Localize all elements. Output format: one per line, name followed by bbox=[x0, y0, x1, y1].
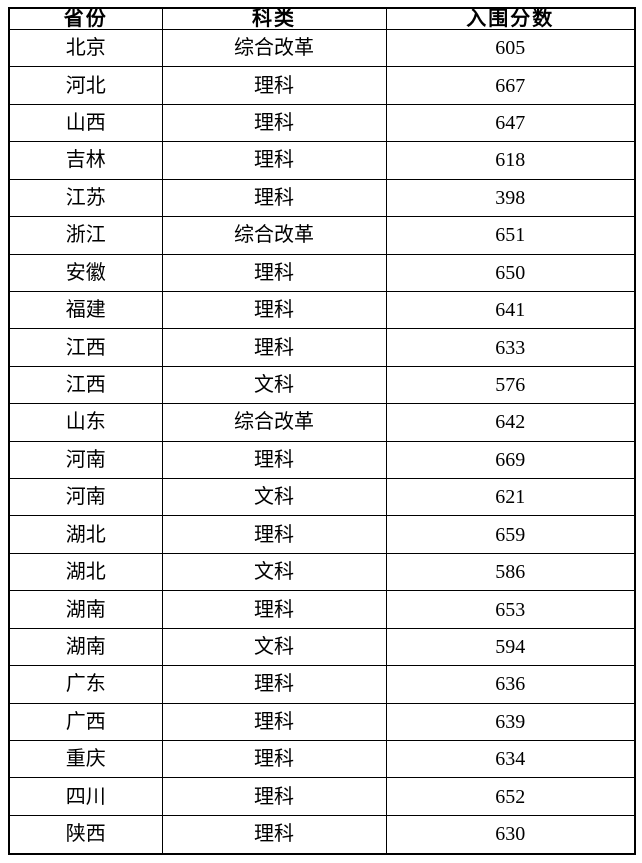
score-cell: 642 bbox=[385, 403, 636, 442]
province-cell: 湖南 bbox=[8, 590, 163, 629]
score-cell: 651 bbox=[385, 216, 636, 255]
table-row: 河南 理科 669 bbox=[8, 440, 636, 480]
table-row: 广东 理科 636 bbox=[8, 665, 636, 704]
province-cell: 河南 bbox=[8, 440, 163, 480]
score-cell: 669 bbox=[385, 440, 636, 480]
header-score: 入围分数 bbox=[385, 7, 636, 30]
province-cell: 河北 bbox=[8, 66, 163, 105]
category-cell: 文科 bbox=[161, 627, 387, 667]
table-row: 陕西 理科 630 bbox=[8, 814, 636, 855]
category-cell: 理科 bbox=[161, 141, 387, 180]
province-cell: 安徽 bbox=[8, 253, 163, 292]
score-cell: 618 bbox=[385, 141, 636, 180]
province-cell: 四川 bbox=[8, 777, 163, 816]
category-cell: 理科 bbox=[161, 777, 387, 816]
category-cell: 综合改革 bbox=[161, 28, 387, 68]
score-cell: 605 bbox=[385, 28, 636, 68]
table-body: 北京 综合改革 605 河北 理科 667 山西 理科 647 吉林 理科 61… bbox=[8, 28, 636, 855]
province-cell: 湖北 bbox=[8, 515, 163, 554]
province-cell: 福建 bbox=[8, 290, 163, 330]
table-row: 四川 理科 652 bbox=[8, 777, 636, 816]
category-cell: 理科 bbox=[161, 515, 387, 554]
score-cell: 653 bbox=[385, 590, 636, 629]
score-cell: 652 bbox=[385, 777, 636, 816]
province-cell: 广西 bbox=[8, 702, 163, 742]
score-cell: 576 bbox=[385, 365, 636, 405]
header-category: 科类 bbox=[161, 7, 387, 30]
score-cell: 630 bbox=[385, 814, 636, 855]
table-row: 重庆 理科 634 bbox=[8, 740, 636, 779]
admission-score-table: 省份 科类 入围分数 北京 综合改革 605 河北 理科 667 山西 理科 6… bbox=[8, 7, 636, 855]
table-row: 湖北 文科 586 bbox=[8, 552, 636, 592]
category-cell: 文科 bbox=[161, 365, 387, 405]
table-row: 浙江 综合改革 651 bbox=[8, 216, 636, 255]
score-cell: 647 bbox=[385, 103, 636, 143]
score-cell: 636 bbox=[385, 665, 636, 704]
score-cell: 667 bbox=[385, 66, 636, 105]
province-cell: 北京 bbox=[8, 28, 163, 68]
score-cell: 621 bbox=[385, 478, 636, 517]
table-row: 北京 综合改革 605 bbox=[8, 28, 636, 68]
category-cell: 理科 bbox=[161, 740, 387, 779]
province-cell: 江西 bbox=[8, 328, 163, 367]
category-cell: 理科 bbox=[161, 290, 387, 330]
province-cell: 山西 bbox=[8, 103, 163, 143]
table-row: 山东 综合改革 642 bbox=[8, 403, 636, 442]
province-cell: 江苏 bbox=[8, 178, 163, 218]
category-cell: 理科 bbox=[161, 328, 387, 367]
table-row: 湖南 理科 653 bbox=[8, 590, 636, 629]
table-row: 河南 文科 621 bbox=[8, 478, 636, 517]
category-cell: 理科 bbox=[161, 814, 387, 855]
category-cell: 理科 bbox=[161, 665, 387, 704]
category-cell: 理科 bbox=[161, 178, 387, 218]
category-cell: 理科 bbox=[161, 66, 387, 105]
table-row: 山西 理科 647 bbox=[8, 103, 636, 143]
province-cell: 江西 bbox=[8, 365, 163, 405]
province-cell: 重庆 bbox=[8, 740, 163, 779]
table-header: 省份 科类 入围分数 bbox=[8, 7, 636, 30]
score-cell: 650 bbox=[385, 253, 636, 292]
table-row: 湖南 文科 594 bbox=[8, 627, 636, 667]
score-cell: 633 bbox=[385, 328, 636, 367]
province-cell: 陕西 bbox=[8, 814, 163, 855]
province-cell: 吉林 bbox=[8, 141, 163, 180]
table-row: 安徽 理科 650 bbox=[8, 253, 636, 292]
header-row: 省份 科类 入围分数 bbox=[8, 7, 636, 30]
score-cell: 659 bbox=[385, 515, 636, 554]
score-cell: 398 bbox=[385, 178, 636, 218]
table-row: 湖北 理科 659 bbox=[8, 515, 636, 554]
score-cell: 586 bbox=[385, 552, 636, 592]
table-row: 江西 文科 576 bbox=[8, 365, 636, 405]
table-row: 河北 理科 667 bbox=[8, 66, 636, 105]
province-cell: 湖北 bbox=[8, 552, 163, 592]
province-cell: 广东 bbox=[8, 665, 163, 704]
score-cell: 634 bbox=[385, 740, 636, 779]
category-cell: 综合改革 bbox=[161, 403, 387, 442]
category-cell: 文科 bbox=[161, 552, 387, 592]
header-province: 省份 bbox=[8, 7, 163, 30]
province-cell: 河南 bbox=[8, 478, 163, 517]
category-cell: 理科 bbox=[161, 440, 387, 480]
table-row: 江苏 理科 398 bbox=[8, 178, 636, 218]
category-cell: 理科 bbox=[161, 253, 387, 292]
table-row: 广西 理科 639 bbox=[8, 702, 636, 742]
table-row: 吉林 理科 618 bbox=[8, 141, 636, 180]
score-cell: 639 bbox=[385, 702, 636, 742]
category-cell: 综合改革 bbox=[161, 216, 387, 255]
category-cell: 理科 bbox=[161, 103, 387, 143]
score-cell: 641 bbox=[385, 290, 636, 330]
province-cell: 浙江 bbox=[8, 216, 163, 255]
province-cell: 湖南 bbox=[8, 627, 163, 667]
province-cell: 山东 bbox=[8, 403, 163, 442]
table-row: 福建 理科 641 bbox=[8, 290, 636, 330]
table-row: 江西 理科 633 bbox=[8, 328, 636, 367]
category-cell: 理科 bbox=[161, 590, 387, 629]
score-cell: 594 bbox=[385, 627, 636, 667]
category-cell: 文科 bbox=[161, 478, 387, 517]
category-cell: 理科 bbox=[161, 702, 387, 742]
